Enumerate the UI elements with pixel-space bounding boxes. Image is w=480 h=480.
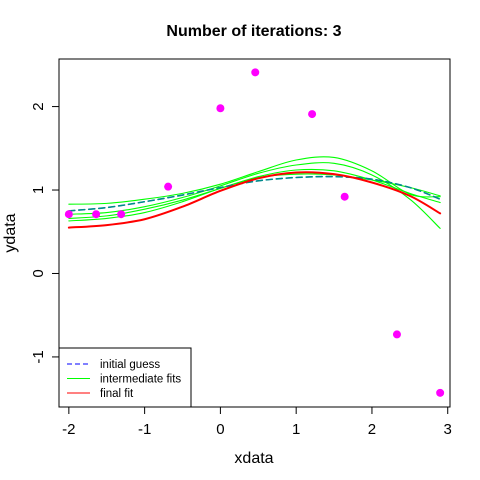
y-tick-label: 2 xyxy=(30,102,47,110)
data-point xyxy=(308,110,317,119)
series-line-intermediate-2 xyxy=(68,162,441,229)
x-tick-label: -2 xyxy=(62,421,75,438)
series-line-overlay-5 xyxy=(68,175,441,212)
x-tick-label: 1 xyxy=(292,421,300,438)
x-tick-label: -1 xyxy=(138,421,151,438)
series-group xyxy=(67,156,442,229)
data-point xyxy=(392,330,401,339)
data-point xyxy=(64,210,73,219)
x-tick-label: 0 xyxy=(216,421,224,438)
data-point xyxy=(340,192,349,201)
series-line-intermediate-3 xyxy=(68,168,441,219)
legend-box xyxy=(58,347,192,408)
legend-label: final fit xyxy=(100,388,134,400)
data-point xyxy=(92,210,101,219)
x-tick-label: 3 xyxy=(444,421,452,438)
legend-label: intermediate fits xyxy=(100,374,181,386)
data-point xyxy=(164,182,173,191)
data-point xyxy=(117,210,126,219)
y-tick-label: 0 xyxy=(30,269,47,277)
legend-label: initial guess xyxy=(100,359,160,371)
x-axis-label: xdata xyxy=(234,450,273,467)
chart-title: Number of iterations: 3 xyxy=(166,23,341,40)
data-point xyxy=(251,68,260,77)
series-line-final-6 xyxy=(67,171,442,229)
y-tick-label: 1 xyxy=(30,186,47,194)
data-point xyxy=(216,104,225,113)
legend: initial guess intermediate fits final fit xyxy=(58,347,192,408)
y-tick-label: -1 xyxy=(30,350,47,363)
y-axis-label: ydata xyxy=(2,213,19,252)
series-line-intermediate-1 xyxy=(68,156,441,205)
plot-area xyxy=(64,68,445,397)
x-tick-label: 2 xyxy=(368,421,376,438)
data-point xyxy=(436,388,445,397)
